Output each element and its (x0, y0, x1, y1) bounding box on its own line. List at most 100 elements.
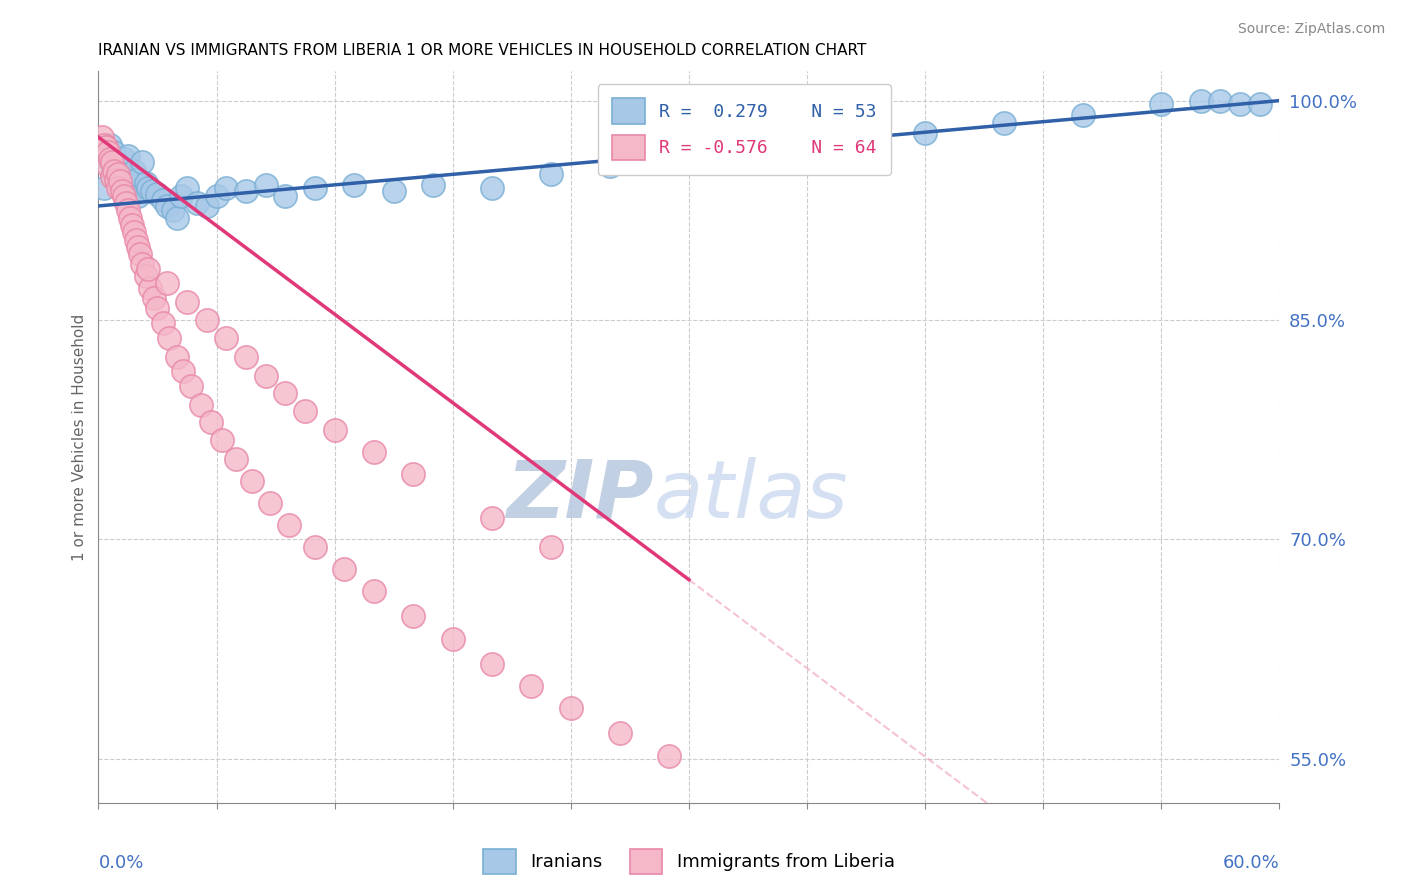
Point (121, 218, 143, 232)
Y-axis label: 1 or more Vehicles in Household: 1 or more Vehicles in Household (72, 313, 87, 561)
Point (1229, 96, 1251, 111)
Point (128, 247, 150, 261)
Point (122, 164, 145, 178)
Point (127, 188, 149, 202)
Text: 0.0%: 0.0% (98, 854, 143, 872)
Point (136, 261, 159, 276)
Point (98, 152, 121, 166)
Point (382, 184, 405, 198)
Point (103, 145, 125, 159)
Point (343, 178, 366, 193)
Point (97, 152, 120, 166)
Point (278, 517, 301, 532)
Point (152, 193, 174, 207)
Point (520, 679, 543, 693)
Point (1189, 94, 1212, 108)
Point (101, 169, 124, 184)
Point (993, 115, 1015, 129)
Point (101, 167, 124, 181)
Point (441, 632, 464, 646)
Point (172, 364, 194, 378)
Point (1209, 94, 1232, 108)
Point (166, 350, 188, 364)
Point (254, 368, 277, 383)
Point (658, 749, 681, 764)
Point (136, 181, 159, 195)
Point (560, 700, 582, 714)
Point (294, 403, 316, 417)
Point (274, 386, 297, 401)
Point (190, 398, 212, 412)
Point (166, 211, 188, 225)
Point (240, 474, 263, 488)
Point (481, 510, 503, 524)
Point (678, 155, 700, 169)
Point (108, 174, 131, 188)
Point (481, 181, 503, 195)
Point (1150, 96, 1173, 111)
Point (481, 657, 503, 671)
Point (111, 184, 134, 198)
Point (97, 145, 120, 159)
Point (107, 167, 129, 181)
Point (141, 184, 163, 198)
Point (180, 379, 202, 393)
Point (118, 211, 141, 225)
Point (176, 181, 198, 195)
Point (131, 155, 153, 169)
Point (115, 196, 138, 211)
Point (117, 149, 139, 163)
Point (1071, 108, 1094, 122)
Point (225, 452, 247, 467)
Point (215, 330, 238, 344)
Point (323, 423, 346, 437)
Point (111, 167, 134, 181)
Point (304, 181, 326, 195)
Point (115, 169, 138, 184)
Point (146, 301, 169, 316)
Point (96, 140, 118, 154)
Point (117, 203, 139, 218)
Point (254, 178, 277, 193)
Point (205, 188, 228, 202)
Text: atlas: atlas (654, 457, 848, 534)
Point (103, 164, 125, 178)
Point (101, 155, 124, 169)
Point (98, 137, 121, 152)
Legend: Iranians, Immigrants from Liberia: Iranians, Immigrants from Liberia (477, 841, 901, 881)
Point (162, 203, 184, 218)
Point (93, 137, 115, 152)
Point (112, 152, 135, 166)
Point (176, 295, 198, 310)
Point (835, 140, 858, 154)
Point (215, 181, 238, 195)
Point (363, 583, 385, 598)
Text: 60.0%: 60.0% (1223, 854, 1279, 872)
Point (363, 444, 385, 458)
Point (107, 174, 129, 188)
Point (97, 160, 120, 174)
Point (235, 184, 257, 198)
Point (756, 152, 779, 166)
Point (914, 126, 936, 140)
Point (333, 562, 356, 576)
Point (170, 188, 193, 202)
Point (125, 233, 148, 247)
Point (121, 184, 143, 198)
Point (1249, 96, 1271, 111)
Point (142, 291, 165, 305)
Point (157, 330, 180, 344)
Point (108, 160, 131, 174)
Point (135, 176, 157, 190)
Point (152, 316, 174, 330)
Point (259, 496, 281, 510)
Point (91, 130, 114, 145)
Point (156, 199, 179, 213)
Point (195, 313, 218, 327)
Point (274, 188, 297, 202)
Point (93, 181, 115, 195)
Point (105, 172, 128, 186)
Point (112, 188, 135, 202)
Point (105, 155, 128, 169)
Text: Source: ZipAtlas.com: Source: ZipAtlas.com (1237, 22, 1385, 37)
